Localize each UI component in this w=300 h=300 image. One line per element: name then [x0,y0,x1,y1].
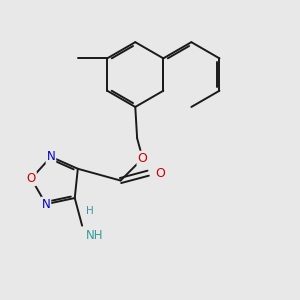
Text: NH: NH [86,229,103,242]
Text: N: N [42,198,50,211]
Text: H: H [86,206,94,216]
Text: N: N [46,150,55,163]
Text: O: O [138,152,148,165]
Text: O: O [27,172,36,185]
Text: O: O [155,167,165,180]
